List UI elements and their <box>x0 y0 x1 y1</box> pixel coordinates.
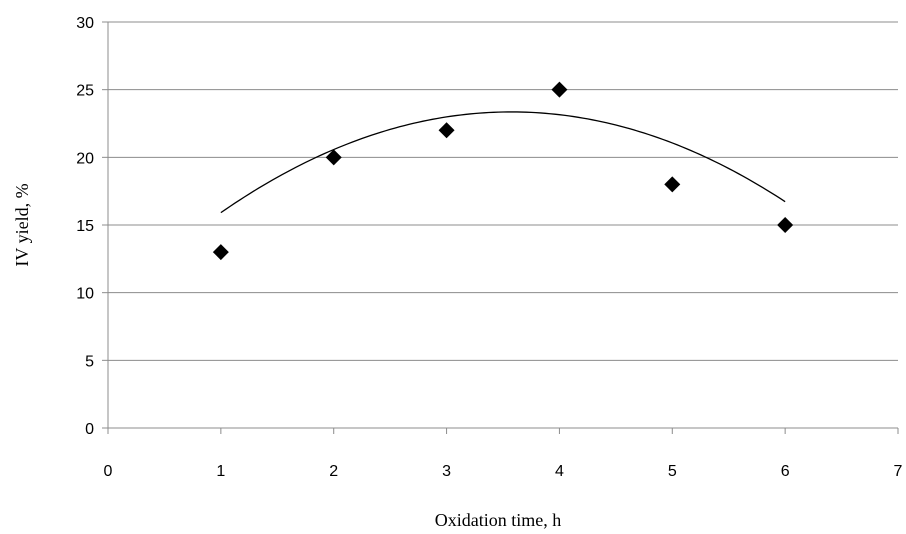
data-point <box>438 122 455 139</box>
gridlines <box>108 21 898 361</box>
x-tick-label: 4 <box>555 463 564 480</box>
data-points <box>212 81 794 261</box>
data-point <box>212 244 229 261</box>
y-tick-label: 20 <box>76 150 94 167</box>
y-tick-labels: 0 5 10 15 20 25 30 <box>76 15 108 438</box>
x-tick-label: 6 <box>781 463 790 480</box>
data-point <box>325 149 342 166</box>
y-tick-label: 25 <box>76 83 94 100</box>
x-tick-label: 1 <box>216 463 225 480</box>
y-tick-label: 5 <box>85 353 94 370</box>
data-point <box>777 217 794 233</box>
x-tick-label: 5 <box>668 463 677 480</box>
y-tick-label: 30 <box>76 15 94 32</box>
x-tick-label: 2 <box>329 463 338 480</box>
trendline <box>220 111 786 214</box>
data-point <box>664 176 681 193</box>
x-tick-label: 3 <box>442 463 451 480</box>
x-tick-label: 0 <box>104 463 113 480</box>
y-axis-label: IV yield, % <box>12 183 32 266</box>
x-tick-labels: 0 1 2 3 4 5 6 7 <box>104 428 903 480</box>
y-tick-label: 0 <box>85 421 94 438</box>
data-point <box>551 81 568 98</box>
x-tick-label: 7 <box>894 463 903 480</box>
x-axis-label: Oxidation time, h <box>435 510 561 530</box>
y-tick-label: 10 <box>76 286 94 303</box>
y-tick-label: 15 <box>76 218 94 235</box>
